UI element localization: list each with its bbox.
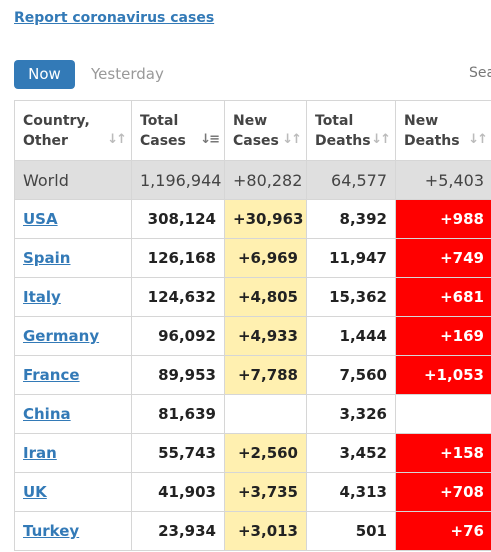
total-cases-cell: 55,743 [131, 433, 225, 473]
country-link[interactable]: USA [23, 210, 58, 228]
new-cases-cell: +30,963 [224, 199, 307, 239]
country-link[interactable]: France [23, 366, 80, 384]
total-cases-cell: 96,092 [131, 316, 225, 356]
world-new-cases: +80,282 [224, 160, 307, 200]
total-deaths-cell: 4,313 [306, 472, 396, 512]
total-cases-cell: 23,934 [131, 511, 225, 551]
table-row: China 81,639 3,326 [14, 394, 491, 434]
tab-yesterday[interactable]: Yesterday [91, 65, 164, 83]
total-deaths-cell: 3,326 [306, 394, 396, 434]
sort-desc-icon: ↓≡ [200, 132, 220, 147]
total-cases-cell: 126,168 [131, 238, 225, 278]
search-label: Sea [469, 65, 491, 81]
new-cases-cell: +4,933 [224, 316, 307, 356]
table-row: Italy 124,632 +4,805 15,362 +681 [14, 277, 491, 317]
country-cell: China [14, 394, 132, 434]
new-deaths-cell [395, 394, 491, 434]
col-header-total-cases[interactable]: Total Cases ↓≡ [131, 100, 225, 161]
country-cell: Iran [14, 433, 132, 473]
new-deaths-cell: +1,053 [395, 355, 491, 395]
country-link[interactable]: Spain [23, 249, 71, 267]
sort-icon: ↓↑ [371, 132, 391, 147]
total-deaths-cell: 3,452 [306, 433, 396, 473]
table-row: USA 308,124 +30,963 8,392 +988 [14, 199, 491, 239]
col-header-label: Total [315, 112, 354, 129]
total-deaths-cell: 1,444 [306, 316, 396, 356]
new-deaths-cell: +708 [395, 472, 491, 512]
col-header-label: Cases [233, 132, 279, 149]
total-cases-cell: 308,124 [131, 199, 225, 239]
time-tabs: Now Yesterday [14, 59, 164, 89]
world-total-deaths: 64,577 [306, 160, 396, 200]
col-header-label: Deaths [315, 132, 371, 149]
table-row: UK 41,903 +3,735 4,313 +708 [14, 472, 491, 512]
new-cases-cell: +3,013 [224, 511, 307, 551]
total-cases-cell: 81,639 [131, 394, 225, 434]
col-header-label: Country, [23, 112, 90, 129]
total-cases-cell: 41,903 [131, 472, 225, 512]
new-cases-cell [224, 394, 307, 434]
country-cell: USA [14, 199, 132, 239]
table-row: France 89,953 +7,788 7,560 +1,053 [14, 355, 491, 395]
tab-now[interactable]: Now [14, 59, 75, 89]
world-row: World 1,196,944 +80,282 64,577 +5,403 [14, 160, 491, 200]
total-deaths-cell: 7,560 [306, 355, 396, 395]
sort-icon: ↓↑ [282, 132, 302, 147]
country-link[interactable]: Iran [23, 444, 57, 462]
country-cell: Germany [14, 316, 132, 356]
col-header-new-cases[interactable]: New Cases ↓↑ [224, 100, 307, 161]
col-header-country[interactable]: Country, Other ↓↑ [14, 100, 132, 161]
total-deaths-cell: 11,947 [306, 238, 396, 278]
sort-icon: ↓↑ [107, 132, 127, 147]
col-header-total-deaths[interactable]: Total Deaths ↓↑ [306, 100, 396, 161]
new-cases-cell: +7,788 [224, 355, 307, 395]
total-deaths-cell: 8,392 [306, 199, 396, 239]
total-cases-cell: 124,632 [131, 277, 225, 317]
new-deaths-cell: +681 [395, 277, 491, 317]
country-link[interactable]: UK [23, 483, 47, 501]
country-cell: Italy [14, 277, 132, 317]
col-header-label: Total [140, 112, 179, 129]
country-link[interactable]: China [23, 405, 71, 423]
new-cases-cell: +6,969 [224, 238, 307, 278]
country-link[interactable]: Italy [23, 288, 61, 306]
sort-icon: ↓↑ [468, 132, 488, 147]
country-cell: UK [14, 472, 132, 512]
cases-table: Country, Other ↓↑ Total Cases ↓≡ New Cas… [14, 100, 491, 551]
total-cases-cell: 89,953 [131, 355, 225, 395]
world-new-deaths: +5,403 [395, 160, 491, 200]
col-header-label: Deaths [404, 132, 460, 149]
table-row: Turkey 23,934 +3,013 501 +76 [14, 511, 491, 551]
new-cases-cell: +2,560 [224, 433, 307, 473]
report-cases-link[interactable]: Report coronavirus cases [14, 10, 215, 26]
total-deaths-cell: 15,362 [306, 277, 396, 317]
new-deaths-cell: +988 [395, 199, 491, 239]
table-row: Iran 55,743 +2,560 3,452 +158 [14, 433, 491, 473]
total-deaths-cell: 501 [306, 511, 396, 551]
world-country: World [14, 160, 132, 200]
new-deaths-cell: +158 [395, 433, 491, 473]
new-deaths-cell: +749 [395, 238, 491, 278]
col-header-label: Cases [140, 132, 186, 149]
col-header-label: New [233, 112, 268, 129]
country-cell: Turkey [14, 511, 132, 551]
col-header-new-deaths[interactable]: New Deaths ↓↑ [395, 100, 491, 161]
table-header-row: Country, Other ↓↑ Total Cases ↓≡ New Cas… [14, 100, 491, 161]
table-row: Germany 96,092 +4,933 1,444 +169 [14, 316, 491, 356]
world-total-cases: 1,196,944 [131, 160, 225, 200]
country-cell: France [14, 355, 132, 395]
col-header-label: New [404, 112, 439, 129]
table-row: Spain 126,168 +6,969 11,947 +749 [14, 238, 491, 278]
new-deaths-cell: +76 [395, 511, 491, 551]
country-link[interactable]: Turkey [23, 522, 80, 540]
col-header-label: Other [23, 132, 68, 149]
new-cases-cell: +4,805 [224, 277, 307, 317]
new-cases-cell: +3,735 [224, 472, 307, 512]
new-deaths-cell: +169 [395, 316, 491, 356]
country-link[interactable]: Germany [23, 327, 100, 345]
country-cell: Spain [14, 238, 132, 278]
